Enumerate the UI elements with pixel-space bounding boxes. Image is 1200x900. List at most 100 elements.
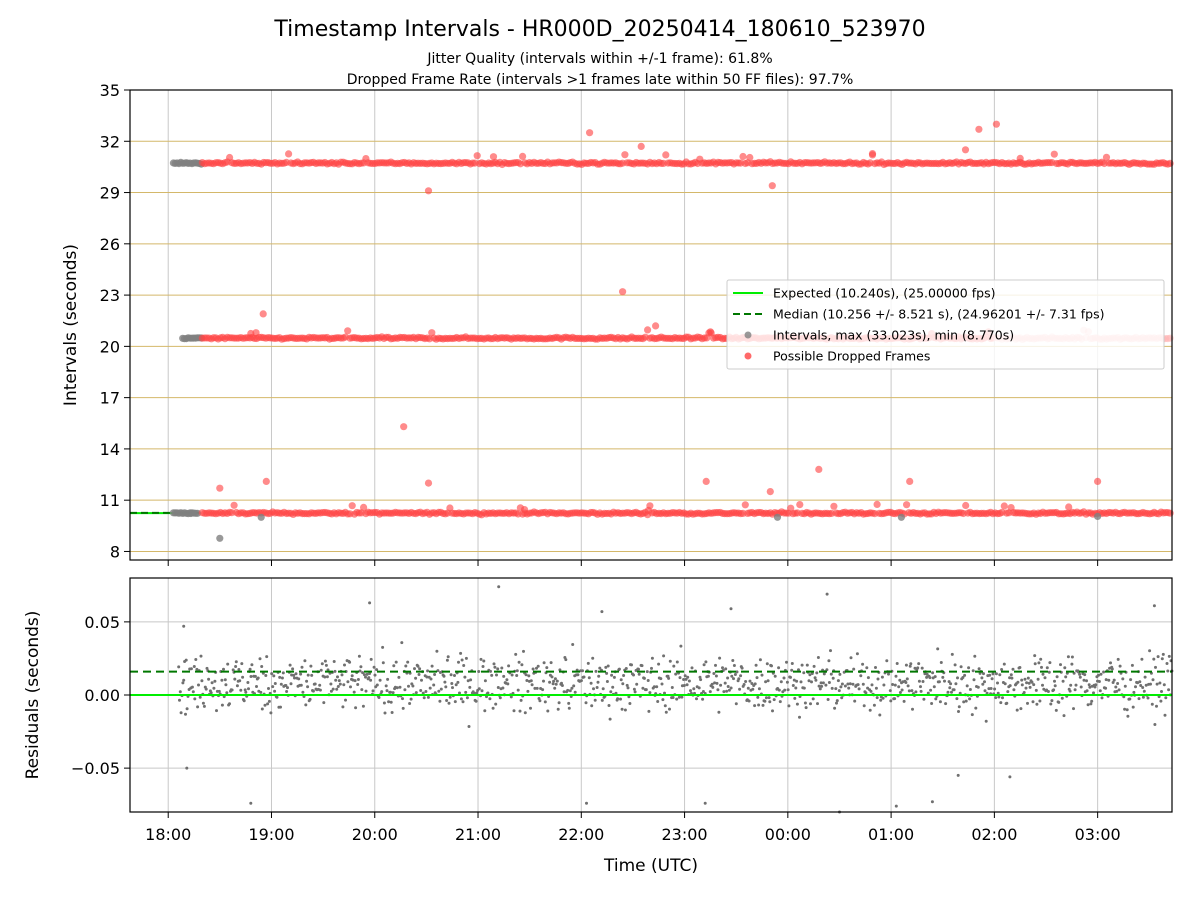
dropped-frame-point bbox=[428, 329, 436, 337]
x-tick-label: 02:00 bbox=[971, 825, 1017, 844]
residual-point bbox=[329, 689, 333, 693]
residual-point bbox=[204, 687, 208, 691]
x-tick-label: 03:00 bbox=[1075, 825, 1121, 844]
residual-point bbox=[620, 707, 624, 711]
residual-point bbox=[361, 704, 365, 708]
residual-point bbox=[738, 687, 742, 691]
residual-point bbox=[193, 697, 197, 701]
top-plot-ticks: 8 11 14 17 20 23 26 29 32 35 bbox=[100, 81, 1099, 566]
residual-point bbox=[827, 681, 831, 684]
residual-point bbox=[864, 691, 868, 695]
residual-point bbox=[889, 699, 893, 703]
residual-point bbox=[500, 666, 504, 670]
residual-point bbox=[690, 666, 694, 670]
residual-point bbox=[444, 685, 448, 689]
residual-point bbox=[272, 674, 276, 678]
residual-point bbox=[816, 656, 820, 659]
residual-point bbox=[1082, 678, 1086, 682]
residual-point bbox=[297, 677, 301, 681]
residual-point bbox=[465, 696, 469, 700]
dropped-frame-point bbox=[746, 153, 754, 162]
residual-point bbox=[220, 678, 224, 682]
residual-point bbox=[336, 685, 340, 688]
residual-point bbox=[944, 702, 948, 706]
residual-point bbox=[683, 674, 687, 678]
x-tick-label: 21:00 bbox=[455, 825, 501, 844]
residual-point bbox=[550, 675, 554, 679]
residual-point bbox=[718, 656, 722, 660]
residual-point bbox=[1128, 697, 1132, 701]
residual-point bbox=[1024, 686, 1028, 690]
residual-point bbox=[373, 673, 377, 677]
residual-point bbox=[1088, 685, 1092, 689]
residual-point bbox=[1003, 682, 1007, 686]
residual-outlier-point bbox=[182, 624, 186, 628]
residual-point bbox=[875, 696, 879, 700]
residual-point bbox=[787, 704, 791, 708]
residual-point bbox=[394, 660, 398, 664]
residual-point bbox=[917, 662, 921, 666]
residual-point bbox=[1085, 689, 1089, 693]
dropped-frame-point bbox=[815, 465, 823, 473]
residual-point bbox=[1131, 705, 1135, 709]
residual-point bbox=[567, 701, 571, 705]
residual-point bbox=[334, 678, 338, 682]
residual-point bbox=[1144, 683, 1148, 687]
residual-point bbox=[851, 682, 855, 686]
residual-point bbox=[228, 702, 231, 706]
residual-point bbox=[948, 686, 952, 690]
residual-point bbox=[304, 703, 308, 707]
interval-point bbox=[257, 513, 265, 521]
residual-point bbox=[1034, 688, 1038, 692]
residual-point bbox=[795, 702, 799, 706]
residual-point bbox=[993, 687, 997, 691]
legend: Expected (10.240s), (25.00000 fps) Median… bbox=[726, 279, 1165, 370]
residual-point bbox=[426, 695, 430, 699]
residual-point bbox=[829, 649, 832, 653]
top-y-axis-label: Intervals (seconds) bbox=[61, 244, 81, 406]
dropped-frame-point bbox=[285, 150, 293, 158]
residual-point bbox=[305, 679, 309, 683]
residual-point bbox=[861, 682, 865, 686]
residual-point bbox=[795, 679, 799, 683]
residual-point bbox=[650, 656, 654, 660]
residual-point bbox=[956, 676, 959, 680]
residual-point bbox=[888, 689, 892, 693]
residual-point bbox=[226, 662, 230, 666]
residual-point bbox=[760, 673, 764, 677]
residual-point bbox=[198, 695, 202, 699]
residual-point bbox=[939, 661, 943, 664]
top-y-tick-label: 32 bbox=[100, 132, 120, 151]
residual-point bbox=[902, 699, 906, 703]
residual-point bbox=[941, 675, 945, 679]
residual-point bbox=[406, 660, 410, 664]
residual-point bbox=[757, 703, 761, 707]
top-y-tick-label: 29 bbox=[100, 184, 120, 203]
residual-point bbox=[571, 643, 575, 646]
residual-outlier-point bbox=[249, 801, 253, 805]
residual-point bbox=[659, 677, 663, 681]
residual-point bbox=[250, 663, 254, 667]
dropped-frame-point bbox=[903, 501, 911, 509]
residual-point bbox=[786, 688, 790, 692]
residual-point bbox=[605, 671, 609, 675]
residual-point bbox=[433, 673, 437, 676]
residual-point bbox=[517, 660, 521, 664]
residual-point bbox=[1025, 681, 1029, 685]
residual-point bbox=[846, 682, 850, 686]
residual-point bbox=[1112, 678, 1116, 682]
residual-point bbox=[874, 686, 878, 690]
residual-point bbox=[885, 659, 889, 663]
residual-point bbox=[318, 688, 322, 692]
dropped-frame-point bbox=[344, 327, 352, 335]
residual-point bbox=[483, 709, 487, 713]
residual-point bbox=[879, 698, 883, 702]
residual-point bbox=[475, 691, 479, 695]
residual-outlier-point bbox=[930, 800, 934, 804]
residual-point bbox=[974, 706, 978, 710]
residual-point bbox=[810, 672, 814, 675]
residual-point bbox=[404, 664, 408, 668]
residual-point bbox=[800, 663, 804, 667]
residual-point bbox=[451, 686, 454, 690]
residual-point bbox=[242, 699, 246, 703]
